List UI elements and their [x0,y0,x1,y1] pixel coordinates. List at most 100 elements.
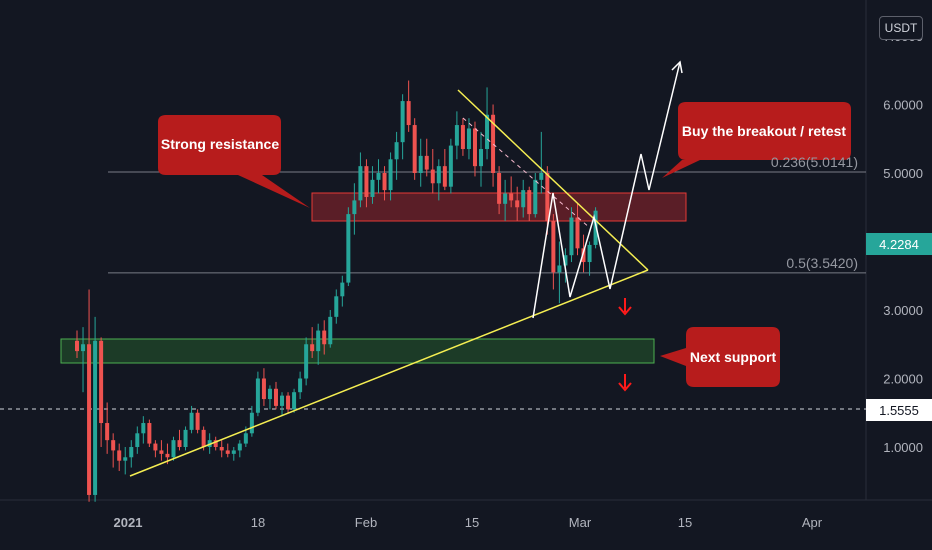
candle-body [466,128,471,150]
time-tick-label: 18 [251,515,265,530]
price-tick-label: 1.0000 [883,440,923,455]
candle-body [563,255,568,266]
candle-body [334,296,339,317]
price-tick-label: 2.0000 [883,372,923,387]
candles-group [75,80,598,502]
candle-body [129,447,134,458]
candle-body [515,200,520,208]
candle-body [581,248,586,263]
candle-body [75,340,79,352]
candle-body [364,166,369,197]
candle-body [388,159,393,191]
candle-body [111,440,116,451]
projection-path[interactable] [532,61,681,319]
candle-body [418,155,423,173]
candle-body [304,344,309,379]
candle-body [171,440,176,458]
candle-body [286,395,291,410]
candle-body [352,200,357,215]
price-tick-label: 5.0000 [883,166,923,181]
dashed-level-price-tag: 1.5555 [866,399,932,421]
candle-body [454,125,459,146]
candle-body [448,145,453,187]
candle-body [177,440,182,447]
candle-body [159,450,164,454]
candle-body [593,210,598,245]
candle-body [509,193,514,201]
candle-body [382,173,387,191]
time-axis[interactable]: 2021 18 Feb 15 Mar 15 Apr [114,515,823,530]
candle-body [237,443,242,451]
candle-body [328,316,333,345]
candle-body [273,388,278,406]
candle-body [340,282,345,297]
time-tick-label: Feb [355,515,377,530]
candle-body [81,344,86,352]
candle-body [557,265,562,273]
callout-buy-breakout[interactable]: Buy the breakout / retest [662,102,851,178]
candle-body [243,433,248,444]
candle-body [201,429,206,447]
candle-body [521,190,526,208]
descending-trendline[interactable] [457,89,649,271]
candle-body [400,101,405,143]
candle-body [533,179,538,215]
candle-body [213,440,218,447]
candle-body [280,395,285,406]
price-tick-label: 3.0000 [883,303,923,318]
callout-label: Strong resistance [161,136,279,152]
candle-body [219,447,224,451]
candle-body [358,166,363,201]
price-axis-bg [866,0,932,550]
candle-body [135,433,140,447]
support-zone[interactable] [60,338,655,364]
time-tick-label: 15 [678,515,692,530]
candle-body [117,450,122,461]
time-tick-label: Apr [802,515,823,530]
candle-body [442,166,447,187]
candle-body [472,128,477,167]
candle-body [545,173,550,221]
current-price-tag: 4.2284 [866,233,932,255]
candle-body [249,412,254,434]
candle-body [292,392,297,410]
time-tick-label: Mar [569,515,592,530]
candle-body [424,155,429,170]
time-tick-label: 15 [465,515,479,530]
time-tick-label: 2021 [114,515,143,530]
candle-body [376,173,381,180]
candle-body [123,457,128,461]
fib-label: 0.236(5.0141) [771,154,858,170]
candle-body [261,378,266,400]
candle-body [527,190,532,215]
candle-body [225,450,230,454]
candle-body [189,412,194,430]
candle-body [183,429,188,447]
candle-body [298,378,303,393]
callout-next-support[interactable]: Next support [660,327,780,387]
candle-body [165,453,170,458]
candle-body [551,220,556,273]
callout-label: Next support [690,349,777,365]
candle-body [267,388,272,400]
down-arrow-icon [618,298,632,316]
candle-body [587,244,592,263]
candle-body [460,125,465,150]
callout-strong-resistance[interactable]: Strong resistance [158,115,310,208]
candle-body [412,125,417,173]
candle-body [147,423,152,444]
currency-unit-button[interactable]: USDT [879,16,923,40]
candle-body [322,330,327,345]
candle-body [141,423,146,434]
ascending-trendline[interactable] [129,269,649,477]
candle-body [503,193,508,204]
candle-body [105,423,110,441]
candle-body [99,340,104,424]
candle-body [430,169,435,184]
price-tick-label: 6.0000 [883,98,923,113]
candle-body [93,340,98,495]
candle-body [316,330,321,352]
down-arrow-icon [618,374,632,392]
candle-body [479,149,484,167]
